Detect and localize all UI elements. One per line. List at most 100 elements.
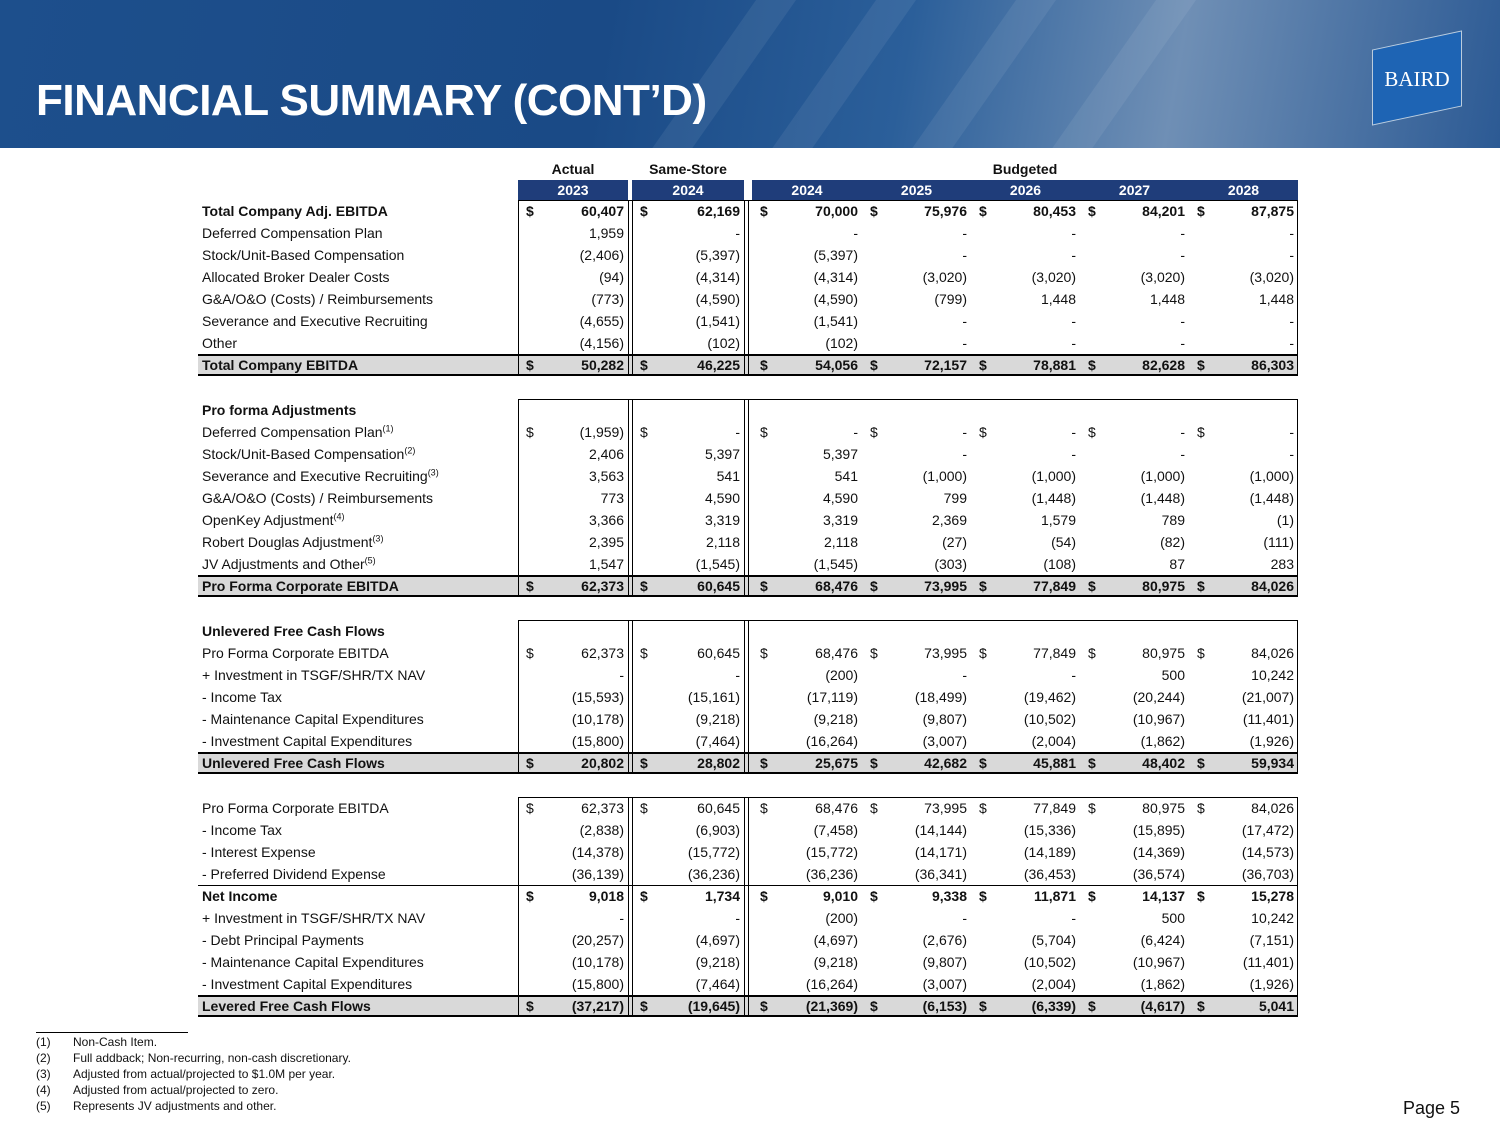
cell-value: 59,934 (1251, 755, 1294, 771)
currency-symbol: $ (979, 578, 987, 594)
cell-value: (1,862) (1140, 976, 1185, 992)
footnote-text: Full addback; Non-recurring, non-cash di… (73, 1051, 351, 1065)
cell-value: (54) (1051, 534, 1076, 550)
cell-value: 5,041 (1258, 998, 1294, 1014)
cell-value: 2,395 (588, 534, 624, 550)
currency-symbol: $ (870, 357, 878, 373)
section-frame (518, 200, 1298, 376)
cell-value: - (1071, 335, 1076, 351)
row-label: G&A/O&O (Costs) / Reimbursements (202, 487, 433, 509)
cell-value: (4,697) (695, 932, 740, 948)
label-text: Pro Forma Corporate EBITDA (202, 578, 399, 594)
cell-value: (16,264) (805, 733, 858, 749)
cell-value: (1,545) (813, 556, 858, 572)
column-rule (748, 399, 749, 597)
cell-value: (7,151) (1249, 932, 1294, 948)
cell-value: - (962, 446, 967, 462)
cell-value: - (962, 335, 967, 351)
cell-value: (3,020) (1249, 269, 1294, 285)
cell-value: - (735, 225, 740, 241)
currency-symbol: $ (1088, 203, 1096, 219)
cell-value: 62,373 (581, 578, 624, 594)
cell-value: 4,590 (822, 490, 858, 506)
cell-value: 25,675 (815, 755, 858, 771)
currency-symbol: $ (1197, 203, 1205, 219)
cell-value: 2,369 (931, 512, 967, 528)
cell-value: (36,236) (805, 866, 858, 882)
currency-symbol: $ (979, 888, 987, 904)
label-text: Deferred Compensation Plan (202, 424, 383, 440)
row-label: Net Income (202, 885, 277, 907)
cell-value: (4,655) (579, 313, 624, 329)
currency-symbol: $ (1088, 645, 1096, 661)
currency-symbol: $ (979, 357, 987, 373)
cell-value: (36,236) (687, 866, 740, 882)
cell-value: 500 (1161, 667, 1185, 683)
label-text: JV Adjustments and Other (202, 556, 365, 572)
logo-text: BAIRD (1384, 67, 1450, 91)
cell-value: 2,118 (706, 534, 740, 550)
row-label: Robert Douglas Adjustment(3) (202, 531, 383, 553)
cell-value: 5,397 (704, 446, 740, 462)
currency-symbol: $ (760, 755, 768, 771)
cell-value: 60,645 (697, 578, 740, 594)
cell-value: (1,926) (1249, 976, 1294, 992)
cell-value: (82) (1160, 534, 1185, 550)
cell-value: (6,424) (1140, 932, 1185, 948)
cell-value: (111) (1263, 534, 1294, 550)
logo: BAIRD (1372, 30, 1462, 126)
cell-value: (21,007) (1241, 689, 1294, 705)
currency-symbol: $ (640, 203, 648, 219)
cell-value: 11,871 (1033, 888, 1076, 904)
cell-value: 73,995 (924, 645, 967, 661)
label-text: Pro Forma Corporate EBITDA (202, 645, 389, 661)
column-rule (744, 399, 745, 597)
cell-value: 54,056 (815, 357, 858, 373)
cell-value: - (1071, 313, 1076, 329)
cell-value: 1,448 (1149, 291, 1185, 307)
cell-value: 4,590 (704, 490, 740, 506)
column-rule (628, 797, 629, 1017)
currency-symbol: $ (640, 998, 648, 1014)
cell-value: 80,975 (1142, 645, 1185, 661)
cell-value: (3,007) (922, 976, 967, 992)
footnote-text: Non-Cash Item. (73, 1035, 158, 1049)
cell-value: (16,264) (805, 976, 858, 992)
cell-value: (20,257) (571, 932, 624, 948)
cell-value: (1,959) (579, 424, 624, 440)
row-label: Total Company EBITDA (202, 354, 358, 376)
cell-value: 87 (1169, 556, 1185, 572)
column-rule (748, 797, 749, 1017)
column-rule (748, 620, 749, 774)
label-text: Pro Forma Corporate EBITDA (202, 800, 389, 816)
cell-value: (4,590) (695, 291, 740, 307)
year-header: 2025 (862, 180, 971, 200)
label-text: Allocated Broker Dealer Costs (202, 269, 390, 285)
currency-symbol: $ (1088, 888, 1096, 904)
cell-value: (6,339) (1031, 998, 1076, 1014)
section-frame (518, 797, 1298, 1017)
label-text: G&A/O&O (Costs) / Reimbursements (202, 490, 434, 506)
currency-symbol: $ (870, 203, 878, 219)
cell-value: - (1180, 225, 1185, 241)
year-header: 2028 (1189, 180, 1298, 200)
cell-value: - (735, 910, 740, 926)
cell-value: 42,682 (924, 755, 967, 771)
cell-value: (14,144) (914, 822, 967, 838)
row-label: Other (202, 332, 237, 354)
cell-value: (1,541) (695, 313, 740, 329)
cell-value: - (1289, 247, 1294, 263)
currency-symbol: $ (760, 800, 768, 816)
cell-value: 84,026 (1251, 800, 1294, 816)
cell-value: (27) (942, 534, 967, 550)
cell-value: (4,617) (1140, 998, 1185, 1014)
cell-value: 2,406 (588, 446, 624, 462)
cell-value: - (1289, 335, 1294, 351)
currency-symbol: $ (760, 357, 768, 373)
currency-symbol: $ (979, 645, 987, 661)
cell-value: 77,849 (1033, 578, 1076, 594)
cell-value: - (1180, 313, 1185, 329)
label-text: + Investment in TSGF/SHR/TX NAV (202, 910, 426, 926)
cell-value: 73,995 (924, 800, 967, 816)
